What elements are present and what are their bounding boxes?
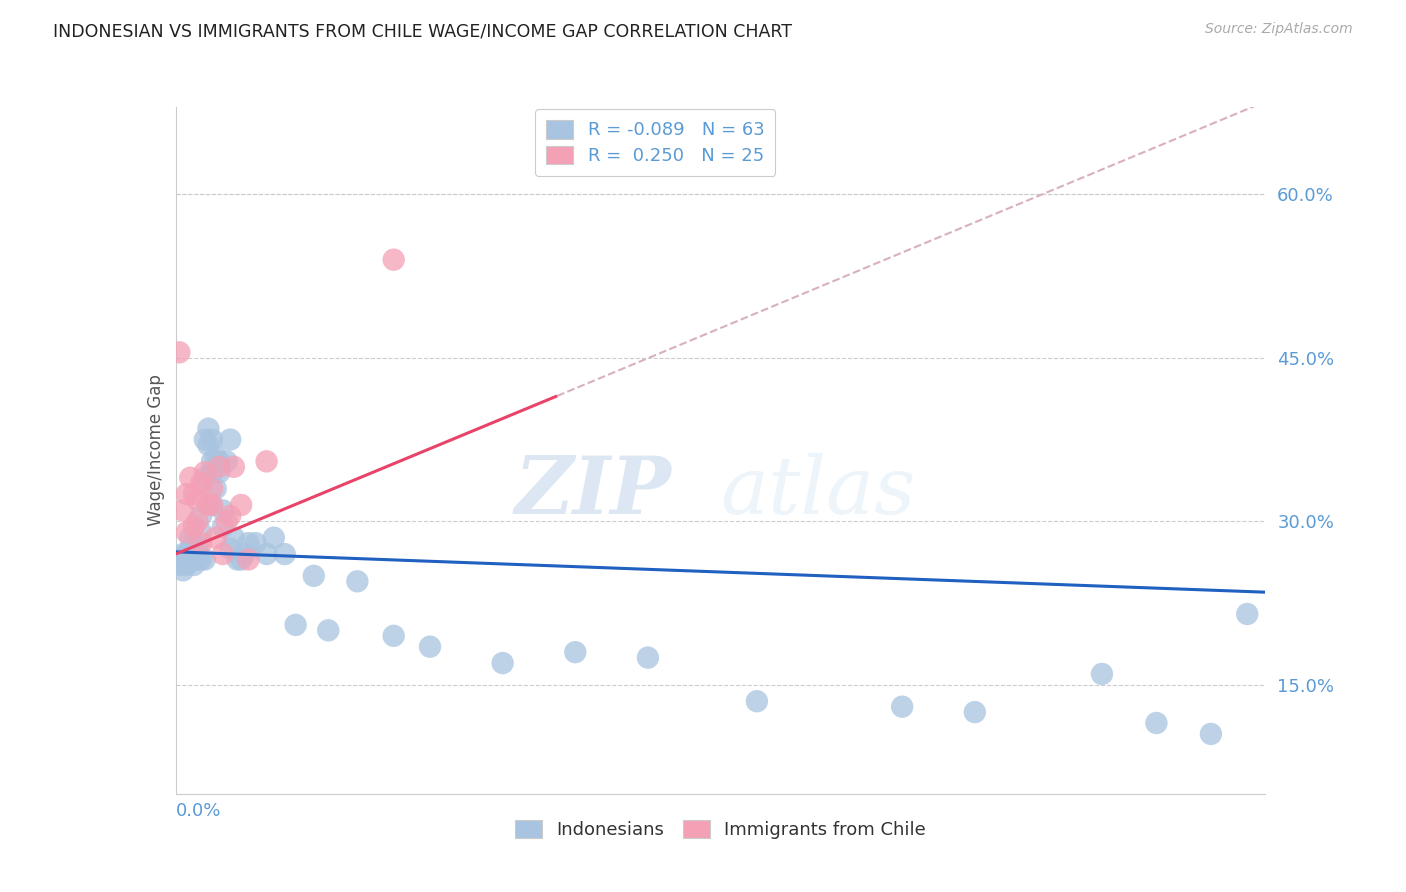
Point xyxy=(201,482,224,496)
Point xyxy=(186,541,209,556)
Point xyxy=(186,492,209,507)
Point xyxy=(204,449,226,463)
Point xyxy=(183,558,205,572)
Point xyxy=(284,618,307,632)
Point xyxy=(963,705,986,719)
Point xyxy=(564,645,586,659)
Point xyxy=(274,547,297,561)
Point xyxy=(238,536,260,550)
Point xyxy=(1199,727,1222,741)
Point xyxy=(176,487,198,501)
Point xyxy=(179,552,201,566)
Point xyxy=(183,547,205,561)
Point xyxy=(233,547,256,561)
Point xyxy=(194,471,217,485)
Point xyxy=(382,629,405,643)
Point xyxy=(183,520,205,534)
Point xyxy=(169,552,191,566)
Point xyxy=(382,252,405,267)
Point xyxy=(346,574,368,589)
Point xyxy=(256,547,278,561)
Point xyxy=(183,536,205,550)
Point xyxy=(169,345,191,359)
Y-axis label: Wage/Income Gap: Wage/Income Gap xyxy=(146,375,165,526)
Point xyxy=(176,558,198,572)
Text: ZIP: ZIP xyxy=(515,453,672,531)
Point xyxy=(226,552,249,566)
Point xyxy=(238,552,260,566)
Point xyxy=(222,531,245,545)
Point xyxy=(492,656,515,670)
Point xyxy=(1091,667,1114,681)
Text: 0.0%: 0.0% xyxy=(176,802,221,820)
Point xyxy=(245,536,267,550)
Point xyxy=(190,476,212,491)
Point xyxy=(183,552,205,566)
Point xyxy=(208,465,231,479)
Point xyxy=(197,438,219,452)
Point xyxy=(197,422,219,436)
Point xyxy=(208,454,231,468)
Point xyxy=(302,569,325,583)
Point xyxy=(215,454,238,468)
Point xyxy=(190,536,212,550)
Point xyxy=(169,558,191,572)
Point xyxy=(201,498,224,512)
Point xyxy=(201,498,224,512)
Text: atlas: atlas xyxy=(721,453,915,531)
Legend: Indonesians, Immigrants from Chile: Indonesians, Immigrants from Chile xyxy=(505,809,936,850)
Text: INDONESIAN VS IMMIGRANTS FROM CHILE WAGE/INCOME GAP CORRELATION CHART: INDONESIAN VS IMMIGRANTS FROM CHILE WAGE… xyxy=(53,22,793,40)
Point xyxy=(172,563,194,577)
Point xyxy=(183,487,205,501)
Point xyxy=(194,433,217,447)
Point xyxy=(745,694,768,708)
Point xyxy=(215,514,238,528)
Point xyxy=(176,547,198,561)
Point xyxy=(197,498,219,512)
Point xyxy=(179,541,201,556)
Point xyxy=(891,699,914,714)
Point xyxy=(318,624,340,638)
Point xyxy=(219,508,242,523)
Point xyxy=(231,552,253,566)
Point xyxy=(190,552,212,566)
Point xyxy=(186,514,209,528)
Text: Source: ZipAtlas.com: Source: ZipAtlas.com xyxy=(1205,22,1353,37)
Point xyxy=(1236,607,1258,621)
Point xyxy=(201,433,224,447)
Point xyxy=(1146,716,1168,731)
Point xyxy=(419,640,441,654)
Point xyxy=(176,525,198,540)
Point xyxy=(212,520,235,534)
Point xyxy=(194,552,217,566)
Point xyxy=(201,465,224,479)
Point xyxy=(637,650,659,665)
Point xyxy=(231,498,253,512)
Point xyxy=(186,547,209,561)
Point xyxy=(179,531,201,545)
Point xyxy=(190,525,212,540)
Point xyxy=(222,459,245,474)
Point xyxy=(201,454,224,468)
Point xyxy=(186,552,209,566)
Point xyxy=(190,508,212,523)
Point xyxy=(179,471,201,485)
Point xyxy=(194,465,217,479)
Point xyxy=(204,482,226,496)
Point xyxy=(176,552,198,566)
Point xyxy=(256,454,278,468)
Point xyxy=(219,541,242,556)
Point xyxy=(263,531,285,545)
Point xyxy=(172,547,194,561)
Point xyxy=(172,503,194,517)
Point xyxy=(212,503,235,517)
Point xyxy=(212,547,235,561)
Point xyxy=(219,433,242,447)
Point xyxy=(208,459,231,474)
Point xyxy=(204,531,226,545)
